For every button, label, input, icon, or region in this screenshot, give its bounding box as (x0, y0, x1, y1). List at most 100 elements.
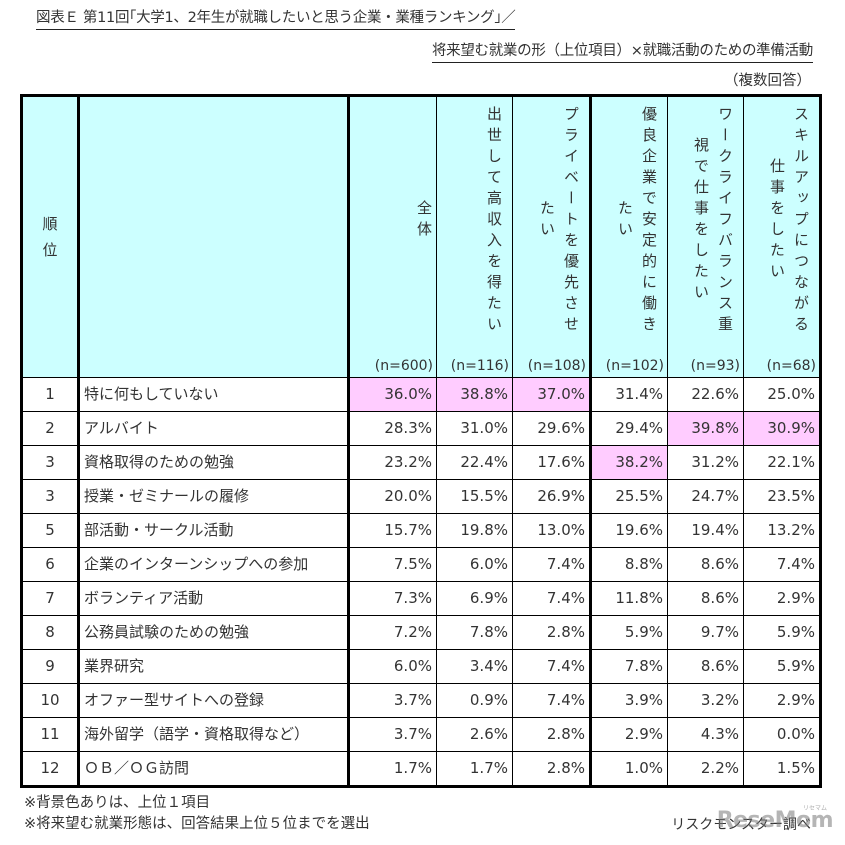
percentage-cell: 3.4% (436, 649, 513, 684)
percentage-cell: 24.7% (667, 479, 744, 514)
percentage-cell: 23.2% (348, 445, 437, 480)
percentage-cell: 25.5% (590, 479, 668, 514)
percentage-cell: 36.0% (348, 377, 437, 412)
percentage-cell: 38.2% (590, 445, 668, 480)
percentage-cell: 22.4% (436, 445, 513, 480)
resemom-watermark: ReseMom (716, 808, 834, 833)
percentage-cell: 39.8% (667, 411, 744, 446)
percentage-cell: 28.3% (348, 411, 437, 446)
rank-cell: 1 (21, 377, 80, 412)
source-credit: リスクモンスター調べ (671, 817, 811, 833)
percentage-cell: 22.1% (743, 445, 821, 480)
table-row: 5 部活動・サークル活動 15.7% 19.8% 13.0% 19.6% 19.4% 13.2… (21, 513, 821, 548)
percentage-cell: 1.5% (743, 751, 821, 787)
percentage-cell: 13.2% (743, 513, 821, 548)
percentage-cell: 2.9% (743, 581, 821, 616)
item-header (78, 95, 350, 378)
percentage-cell: 8.6% (667, 547, 744, 582)
activity-cell: 業界研究 (78, 649, 350, 684)
percentage-cell: 5.9% (743, 615, 821, 650)
activity-cell: 公務員試験のための勉強 (78, 615, 350, 650)
sample-size: (n=102) (605, 358, 664, 374)
activity-cell: 企業のインターンシップへの参加 (78, 547, 350, 582)
table-row: 12 ＯＢ／ＯＧ訪問 1.7% 1.7% 2.8% 1.0% 2.2% 1.5% (21, 751, 821, 787)
column-label: スキルアップにつながる仕事をしたい (768, 105, 810, 337)
chart-title-line1: 図表Ｅ 第11回｢大学1、2年生が就職したいと思う企業・業種ランキング｣／ (36, 8, 516, 30)
table-body: 1 特に何もしていない 36.0% 38.8% 37.0% 31.4% 22.6% 25.0%… (21, 377, 821, 787)
column-label: プライベートを優先させたい (538, 105, 580, 337)
ranking-table: 順 位 全体 (n=600) 出世して高収入を得たい (n=116) プライベー… (20, 94, 822, 788)
percentage-cell: 11.8% (590, 581, 668, 616)
column-label: 全体 (415, 200, 433, 242)
activity-cell: 特に何もしていない (78, 377, 350, 412)
activity-cell: アルバイト (78, 411, 350, 446)
percentage-cell: 2.8% (512, 615, 592, 650)
percentage-cell: 2.9% (590, 717, 668, 752)
percentage-cell: 7.4% (512, 683, 592, 718)
percentage-cell: 30.9% (743, 411, 821, 446)
sample-size: (n=116) (450, 358, 509, 374)
percentage-cell: 7.4% (512, 581, 592, 616)
watermark-sub: リセマム (802, 805, 827, 812)
table-row: 3 資格取得のための勉強 23.2% 22.4% 17.6% 38.2% 31.2% 22.1… (21, 445, 821, 480)
activity-cell: 海外留学（語学・資格取得など） (78, 717, 350, 752)
percentage-cell: 1.7% (436, 751, 513, 787)
percentage-cell: 0.0% (743, 717, 821, 752)
rank-cell: 6 (21, 547, 80, 582)
percentage-cell: 3.7% (348, 683, 437, 718)
percentage-cell: 20.0% (348, 479, 437, 514)
percentage-cell: 3.2% (667, 683, 744, 718)
percentage-cell: 19.8% (436, 513, 513, 548)
table-row: 1 特に何もしていない 36.0% 38.8% 37.0% 31.4% 22.6% 25.0% (21, 377, 821, 412)
rank-cell: 9 (21, 649, 80, 684)
footnotes: ※背景色ありは、上位１項目 ※将来望む就業形態は、回答結果上位５位までを選出 (24, 793, 370, 835)
footnote-selection: ※将来望む就業形態は、回答結果上位５位までを選出 (24, 816, 370, 832)
percentage-cell: 7.8% (436, 615, 513, 650)
percentage-cell: 1.7% (348, 751, 437, 787)
chart-title-line2: 将来望む就業の形（上位項目）×就職活動のための準備活動 (431, 41, 813, 63)
percentage-cell: 2.2% (667, 751, 744, 787)
activity-cell: 授業・ゼミナールの履修 (78, 479, 350, 514)
percentage-cell: 15.7% (348, 513, 437, 548)
rank-cell: 7 (21, 581, 80, 616)
table-row: 3 授業・ゼミナールの履修 20.0% 15.5% 26.9% 25.5% 24.7% 23.… (21, 479, 821, 514)
percentage-cell: 7.3% (348, 581, 437, 616)
percentage-cell: 29.4% (590, 411, 668, 446)
activity-cell: オファー型サイトへの登録 (78, 683, 350, 718)
percentage-cell: 25.0% (743, 377, 821, 412)
rank-cell: 3 (21, 445, 80, 480)
percentage-cell: 5.9% (590, 615, 668, 650)
percentage-cell: 19.6% (590, 513, 668, 548)
percentage-cell: 7.4% (512, 649, 592, 684)
percentage-cell: 2.8% (512, 717, 592, 752)
rank-cell: 2 (21, 411, 80, 446)
percentage-cell: 1.0% (590, 751, 668, 787)
column-header-private: プライベートを優先させたい (n=108) (512, 95, 592, 378)
percentage-cell: 7.8% (590, 649, 668, 684)
percentage-cell: 7.4% (743, 547, 821, 582)
percentage-cell: 7.5% (348, 547, 437, 582)
sample-size: (n=108) (527, 358, 586, 374)
percentage-cell: 9.7% (667, 615, 744, 650)
percentage-cell: 2.6% (436, 717, 513, 752)
rank-cell: 5 (21, 513, 80, 548)
table-header-row: 順 位 全体 (n=600) 出世して高収入を得たい (n=116) プライベー… (21, 95, 821, 378)
percentage-cell: 7.2% (348, 615, 437, 650)
activity-cell: ＯＢ／ＯＧ訪問 (78, 751, 350, 787)
column-label: ワークライフバランス重視で仕事をしたい (692, 105, 734, 337)
percentage-cell: 3.9% (590, 683, 668, 718)
column-header-total: 全体 (n=600) (348, 95, 437, 378)
column-header-promotion: 出世して高収入を得たい (n=116) (436, 95, 513, 378)
activity-cell: 部活動・サークル活動 (78, 513, 350, 548)
percentage-cell: 31.4% (590, 377, 668, 412)
percentage-cell: 38.8% (436, 377, 513, 412)
percentage-cell: 17.6% (512, 445, 592, 480)
percentage-cell: 26.9% (512, 479, 592, 514)
rank-header: 順 位 (21, 95, 80, 378)
multiple-answer-note: （複数回答） (724, 73, 811, 89)
percentage-cell: 22.6% (667, 377, 744, 412)
rank-cell: 10 (21, 683, 80, 718)
footnote-highlight: ※背景色ありは、上位１項目 (24, 795, 211, 811)
percentage-cell: 8.8% (590, 547, 668, 582)
percentage-cell: 37.0% (512, 377, 592, 412)
